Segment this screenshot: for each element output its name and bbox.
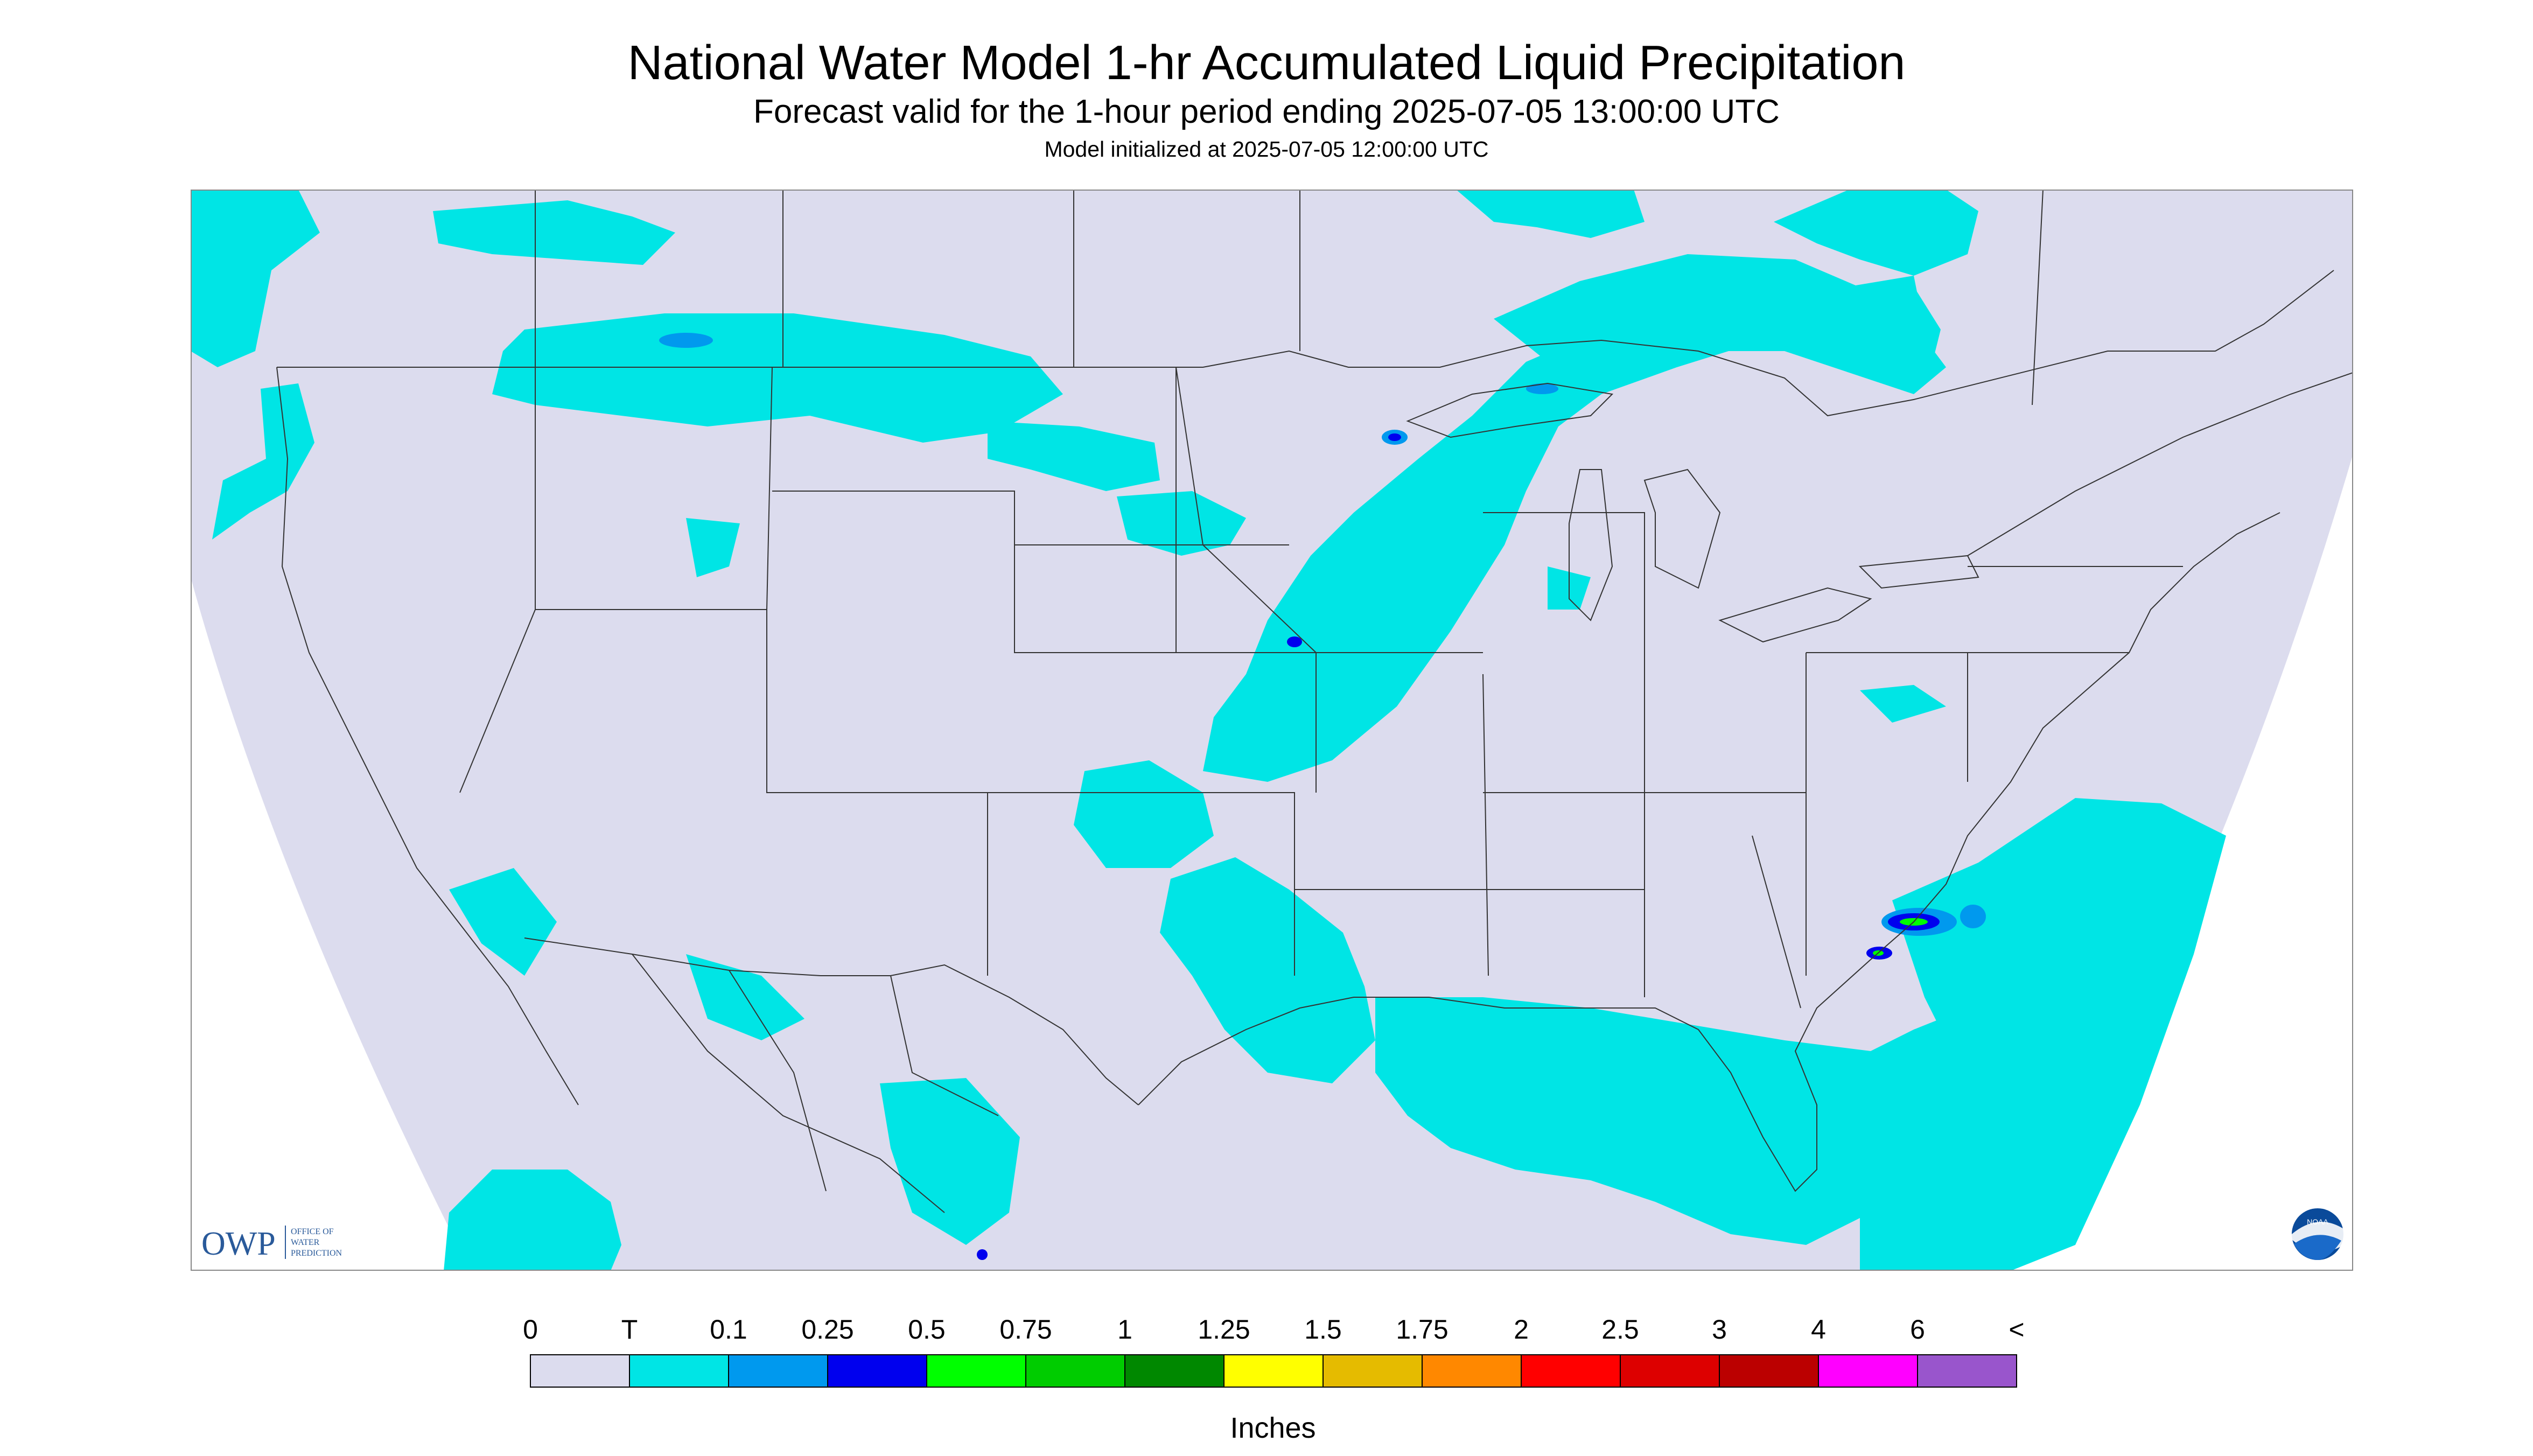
model-init-time: Model initialized at 2025-07-05 12:00:00… [1044, 137, 1489, 162]
gulf-coast [1138, 512, 2280, 1192]
legend-tick-label: 0.25 [801, 1314, 853, 1345]
legend-tick-label: T [621, 1314, 638, 1345]
legend-tick-label: 0.5 [908, 1314, 946, 1345]
precip-area-baja [444, 1170, 621, 1271]
legend-tick-label: 0 [523, 1314, 538, 1345]
legend-tick-label: 4 [1811, 1314, 1826, 1345]
legend-tick-label: 0.1 [710, 1314, 747, 1345]
legend-swatch [1620, 1354, 1720, 1388]
legend-swatch [1025, 1354, 1125, 1388]
legend-swatch [1818, 1354, 1918, 1388]
lake-erie-ontario [1718, 555, 1979, 643]
precip-area-mexico-central [880, 1078, 1020, 1245]
lake-michigan [1569, 469, 1613, 621]
precip-cell-superior-core [1388, 433, 1401, 441]
legend-labels: 0 T 0.1 0.25 0.5 0.75 1 1.25 1.5 1.75 2 2.5 3 4 6 < [523, 1314, 2025, 1345]
us-mexico-border [524, 937, 1139, 1105]
precip-area-baja-coast [449, 868, 557, 976]
us-canada-border [277, 270, 2334, 417]
legend-color-bar [530, 1354, 2017, 1388]
precip-area-texas-oklahoma [1160, 857, 1375, 1083]
legend-swatch [926, 1354, 1026, 1388]
legend-unit-label: Inches [1230, 1412, 1316, 1444]
boundary-lines [276, 190, 2353, 1213]
precip-area-southern-plains [1074, 760, 1214, 868]
precip-trace-areas [191, 190, 2226, 1271]
legend-tick-label: 6 [1910, 1314, 1925, 1345]
legend-swatch [1719, 1354, 1819, 1388]
precip-cell-montana [659, 333, 713, 348]
map-subtitle: Forecast valid for the 1-hour period end… [753, 93, 1780, 130]
precip-area-mexico-north [686, 954, 804, 1040]
precipitation-legend: 0 T 0.1 0.25 0.5 0.75 1 1.25 1.5 1.75 2 2.5 3 4 6 < Inc… [523, 1314, 2025, 1444]
precip-area-washington-coast [212, 383, 314, 540]
legend-tick-label: 0.75 [999, 1314, 1052, 1345]
precip-heavy-cells [659, 333, 1986, 1260]
precip-area-montana-border [492, 313, 1063, 443]
mexico-state-lines [632, 954, 999, 1213]
precip-area-hudson-north [1456, 190, 1645, 238]
st-lawrence [1967, 372, 2353, 556]
legend-tick-label: < [2009, 1314, 2024, 1345]
legend-tick-label: 3 [1712, 1314, 1727, 1345]
precip-area-midwest-band [1203, 270, 1860, 782]
precip-area-great-lakes-south [1860, 685, 1946, 723]
precip-cell-iowa [1287, 636, 1302, 647]
legend-tick-label: 1 [1117, 1314, 1132, 1345]
legend-swatch [728, 1354, 828, 1388]
noaa-logo-text: NOAA [2307, 1217, 2328, 1226]
precip-cell-atlantic-east [1960, 905, 1986, 928]
legend-tick-label: 2.5 [1601, 1314, 1639, 1345]
owp-logo-line3: PREDICTION [291, 1249, 342, 1258]
precip-area-pacific-nw [191, 190, 320, 367]
lake-huron [1643, 468, 1721, 589]
map-title: National Water Model 1-hr Accumulated Li… [627, 36, 1906, 90]
precip-area-ontario [1494, 254, 1946, 394]
precip-area-quebec-north [1774, 190, 1978, 276]
legend-swatch [1124, 1354, 1224, 1388]
precip-cell-mexico [977, 1249, 988, 1260]
legend-swatch [1422, 1354, 1522, 1388]
legend-tick-label: 1.75 [1396, 1314, 1448, 1345]
precip-area-nebraska [1117, 491, 1246, 556]
precip-area-idaho [686, 518, 740, 577]
map-frame [191, 190, 2353, 1271]
legend-swatch [1917, 1354, 2017, 1388]
west-coast [276, 367, 579, 1105]
legend-tick-label: 1.5 [1304, 1314, 1342, 1345]
lake-superior [1406, 382, 1614, 438]
noaa-logo: NOAA [2292, 1208, 2343, 1260]
canada-province-lines [535, 190, 2044, 405]
legend-swatch [1223, 1354, 1324, 1388]
legend-swatch [629, 1354, 729, 1388]
precip-area-bc-interior [433, 200, 675, 265]
legend-tick-label: 2 [1514, 1314, 1529, 1345]
owp-logo: OWP OFFICE OF WATER PREDICTION [201, 1226, 342, 1262]
precipitation-map: OWP OFFICE OF WATER PREDICTION NOAA [191, 190, 2353, 1271]
state-lines [459, 367, 2183, 1009]
precip-area-dakotas [988, 421, 1160, 491]
legend-swatch [530, 1354, 630, 1388]
legend-swatch [1521, 1354, 1621, 1388]
precip-cell-ontario [1526, 383, 1558, 394]
legend-swatch [1323, 1354, 1423, 1388]
legend-swatch [827, 1354, 927, 1388]
owp-logo-line1: OFFICE OF [291, 1227, 334, 1236]
owp-logo-line2: WATER [291, 1238, 320, 1247]
legend-tick-label: 1.25 [1198, 1314, 1250, 1345]
owp-logo-abbr: OWP [201, 1226, 276, 1262]
precip-area-gulf-coast [1375, 997, 1989, 1245]
precip-area-quebec-east [1855, 286, 1941, 378]
